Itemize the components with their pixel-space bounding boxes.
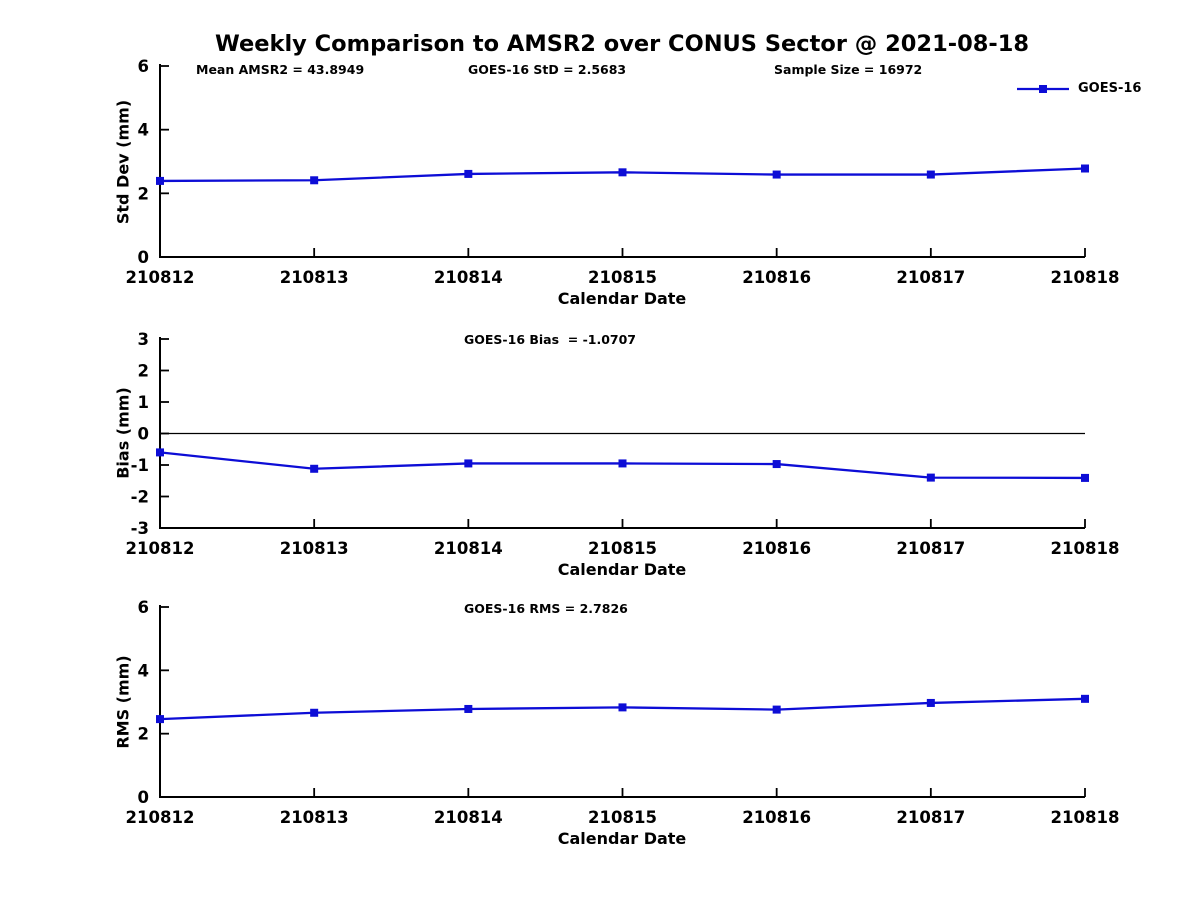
annotation-mean-amsr2: Mean AMSR2 = 43.8949	[196, 62, 365, 77]
x-tick-label: 210812	[126, 808, 195, 827]
data-point-marker	[464, 704, 473, 713]
annotation-goes16-std: GOES-16 StD = 2.5683	[468, 62, 627, 77]
x-tick-label: 210815	[588, 268, 657, 287]
x-tick-label: 210814	[434, 539, 503, 558]
data-point-marker	[310, 464, 319, 473]
x-tick-label: 210816	[742, 539, 811, 558]
x-tick-label: 210817	[896, 539, 965, 558]
x-tick-label: 210813	[280, 808, 349, 827]
x-tick-label: 210817	[896, 268, 965, 287]
data-point-marker	[310, 708, 319, 717]
y-tick-label: -3	[131, 519, 149, 538]
y-tick-label: 2	[138, 362, 149, 381]
y-tick-label: -2	[131, 488, 149, 507]
x-tick-label: 210814	[434, 808, 503, 827]
y-tick-label: 4	[138, 661, 149, 680]
annotation-goes16-bias: GOES-16 Bias = -1.0707	[464, 332, 637, 347]
y-tick-label: -1	[131, 456, 149, 475]
data-point-marker	[926, 473, 935, 482]
x-tick-label: 210814	[434, 268, 503, 287]
x-tick-label: 210815	[588, 539, 657, 558]
data-point-marker	[156, 176, 164, 185]
data-point-marker	[1081, 473, 1089, 482]
xlabel-bias: Calendar Date	[557, 560, 687, 579]
data-point-marker	[156, 448, 164, 457]
y-tick-label: 2	[138, 725, 149, 744]
data-point-marker	[772, 705, 781, 714]
data-point-marker	[772, 170, 781, 179]
x-tick-label: 210818	[1051, 268, 1120, 287]
x-tick-label: 210818	[1051, 808, 1120, 827]
xlabel-stddev: Calendar Date	[557, 289, 687, 308]
data-point-marker	[156, 715, 164, 724]
data-point-marker	[618, 168, 627, 177]
y-tick-label: 6	[138, 57, 149, 76]
y-tick-label: 4	[138, 121, 149, 140]
x-tick-label: 210817	[896, 808, 965, 827]
x-tick-label: 210816	[742, 808, 811, 827]
y-tick-label: 3	[138, 330, 149, 349]
data-point-marker	[1081, 694, 1089, 703]
x-tick-label: 210815	[588, 808, 657, 827]
y-tick-label: 1	[138, 393, 149, 412]
legend-label: GOES-16	[1078, 81, 1142, 96]
data-point-marker	[618, 459, 627, 468]
data-point-marker	[926, 698, 935, 707]
annotation-sample-size: Sample Size = 16972	[774, 62, 923, 77]
x-tick-label: 210812	[126, 268, 195, 287]
x-tick-label: 210816	[742, 268, 811, 287]
data-point-marker	[464, 169, 473, 178]
xlabel-rms: Calendar Date	[557, 829, 687, 848]
x-tick-label: 210818	[1051, 539, 1120, 558]
y-tick-label: 0	[138, 425, 149, 444]
y-tick-label: 0	[138, 248, 149, 267]
data-point-marker	[618, 703, 627, 712]
data-point-marker	[772, 460, 781, 469]
x-tick-label: 210813	[280, 539, 349, 558]
data-point-marker	[310, 176, 319, 185]
data-point-marker	[926, 170, 935, 179]
figure-title: Weekly Comparison to AMSR2 over CONUS Se…	[214, 31, 1030, 57]
data-point-marker	[464, 459, 473, 468]
y-tick-label: 2	[138, 184, 149, 203]
y-tick-label: 0	[138, 788, 149, 807]
data-point-marker	[1081, 164, 1089, 173]
legend-line-marker-icon	[1017, 84, 1069, 93]
x-tick-label: 210813	[280, 268, 349, 287]
x-tick-label: 210812	[126, 539, 195, 558]
y-tick-label: 6	[138, 598, 149, 617]
legend: GOES-16	[1016, 81, 1141, 96]
annotation-goes16-rms: GOES-16 RMS = 2.7826	[464, 601, 628, 616]
